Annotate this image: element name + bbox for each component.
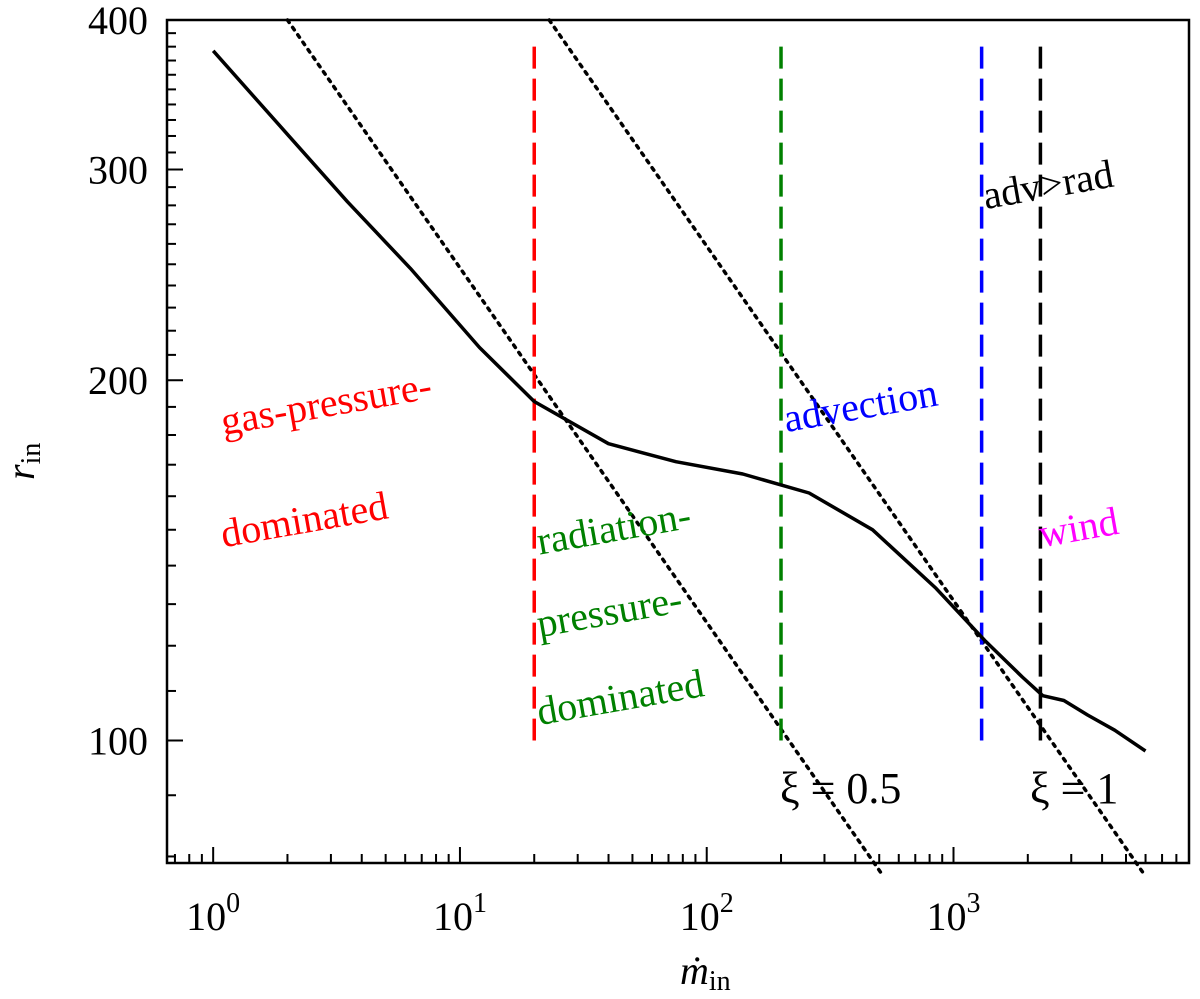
y-axis-label: rin <box>0 443 47 480</box>
x-tick-label: 101 <box>433 888 487 939</box>
gas-pressure-label: dominated <box>217 483 391 557</box>
axis-ticks: 100 101 102 103 100 200 300 400 <box>88 0 1190 939</box>
x-tick-label: 102 <box>680 888 734 939</box>
y-tick-label: 400 <box>88 0 148 43</box>
wind-label: wind <box>1035 498 1122 556</box>
x-tick-label: 103 <box>927 888 981 939</box>
gas-pressure-label: gas-pressure- <box>217 363 435 444</box>
xi-1-line <box>547 18 1148 879</box>
reference-lines <box>285 18 1148 879</box>
x-axis-label: ṁin <box>680 948 731 997</box>
y-tick-label: 300 <box>88 148 148 193</box>
y-tick-label: 200 <box>88 358 148 403</box>
xi-half-label: ξ = 0.5 <box>780 764 901 813</box>
radiation-pressure-label: radiation- <box>533 492 694 563</box>
adv-rad-label: adv>rad <box>979 151 1116 218</box>
xi-one-label: ξ = 1 <box>1030 764 1118 813</box>
radiation-pressure-label: pressure- <box>533 576 685 646</box>
series-line <box>211 49 1147 753</box>
y-tick-label: 100 <box>88 718 148 763</box>
xi-0.5-line <box>285 18 886 879</box>
radiation-pressure-label: dominated <box>533 660 707 734</box>
advection-label: advection <box>780 370 941 441</box>
x-tick-label: 100 <box>186 888 240 939</box>
boundary-lines <box>532 46 1043 741</box>
data-series <box>211 49 1147 753</box>
plot-frame <box>165 18 1191 865</box>
